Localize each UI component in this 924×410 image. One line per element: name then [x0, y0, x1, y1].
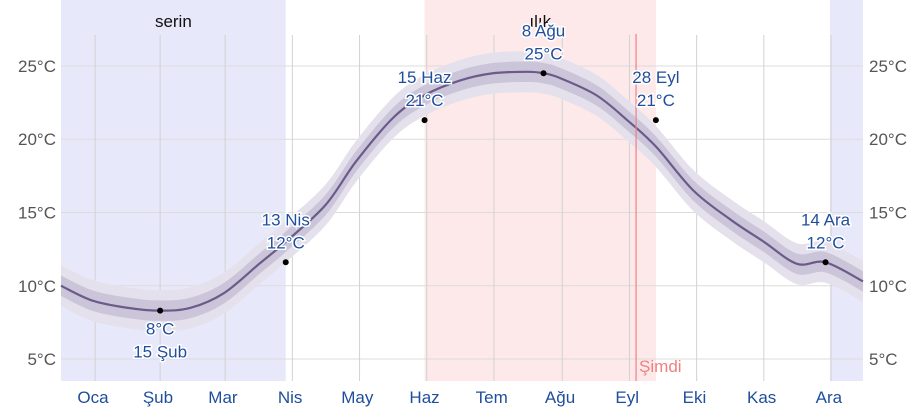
y-tick-label-left: 15°C	[18, 203, 56, 222]
series-band-inner	[61, 61, 863, 321]
month-label: Oca	[77, 388, 109, 407]
annotation-label: 15 Haz	[398, 68, 452, 87]
month-label: Tem	[476, 388, 508, 407]
y-tick-label-right: 10°C	[869, 277, 907, 296]
annotation-label: 12°C	[807, 233, 845, 252]
month-label: May	[341, 388, 374, 407]
season-bands: serin ılık	[61, 0, 863, 381]
now-marker: Şimdi	[635, 34, 682, 381]
y-tick-label-right: 15°C	[869, 203, 907, 222]
month-label: Ağu	[545, 388, 575, 407]
month-label: Haz	[409, 388, 439, 407]
annotation-label: 21°C	[637, 91, 675, 110]
y-tick-label-right: 20°C	[869, 130, 907, 149]
annotation-label: 8°C	[146, 320, 175, 339]
annotation-label: 28 Eyl	[632, 68, 679, 87]
month-label: Nis	[278, 388, 303, 407]
annotation-point	[652, 117, 659, 124]
y-tick-label-right: 5°C	[869, 350, 898, 369]
y-tick-label-left: 25°C	[18, 57, 56, 76]
month-label: Eki	[683, 388, 707, 407]
annotation-label: 13 Nis	[262, 210, 310, 229]
annotation-point	[157, 307, 164, 314]
annotation-label: 12°C	[267, 233, 305, 252]
month-label: Şub	[143, 388, 173, 407]
annotation-label: 14 Ara	[801, 210, 851, 229]
month-label: Eyl	[615, 388, 639, 407]
y-tick-label-right: 25°C	[869, 57, 907, 76]
y-tick-label-left: 5°C	[27, 350, 56, 369]
annotation-label: 25°C	[525, 44, 563, 63]
annotations: 8°C 15 Şub 13 Nis 12°C 15 Haz 21°C 8 Ağu 25°C 28…	[132, 20, 852, 363]
season-label: ılık	[529, 12, 551, 31]
season-band	[829, 0, 863, 381]
annotation-label: 8 Ağu	[522, 21, 566, 40]
annotation-point	[822, 259, 829, 266]
y-tick-label-left: 20°C	[18, 130, 56, 149]
month-label: Ara	[816, 388, 843, 407]
axis-labels: 5°C 5°C 10°C 10°C 15°C 15°C 20°C 20°C 25°C 25°C Oc…	[18, 57, 907, 407]
annotation-label: 21°C	[406, 91, 444, 110]
month-label: Mar	[208, 388, 238, 407]
season-label: serin	[155, 12, 192, 31]
annotation-label: 15 Şub	[133, 343, 187, 362]
annotation-point	[282, 259, 289, 266]
month-label: Kas	[747, 388, 776, 407]
series-layer	[60, 51, 864, 332]
annotation-point	[421, 117, 428, 124]
y-tick-label-left: 10°C	[18, 277, 56, 296]
now-label: Şimdi	[639, 357, 682, 376]
annotation-point	[540, 70, 547, 77]
series-line	[60, 70, 864, 312]
